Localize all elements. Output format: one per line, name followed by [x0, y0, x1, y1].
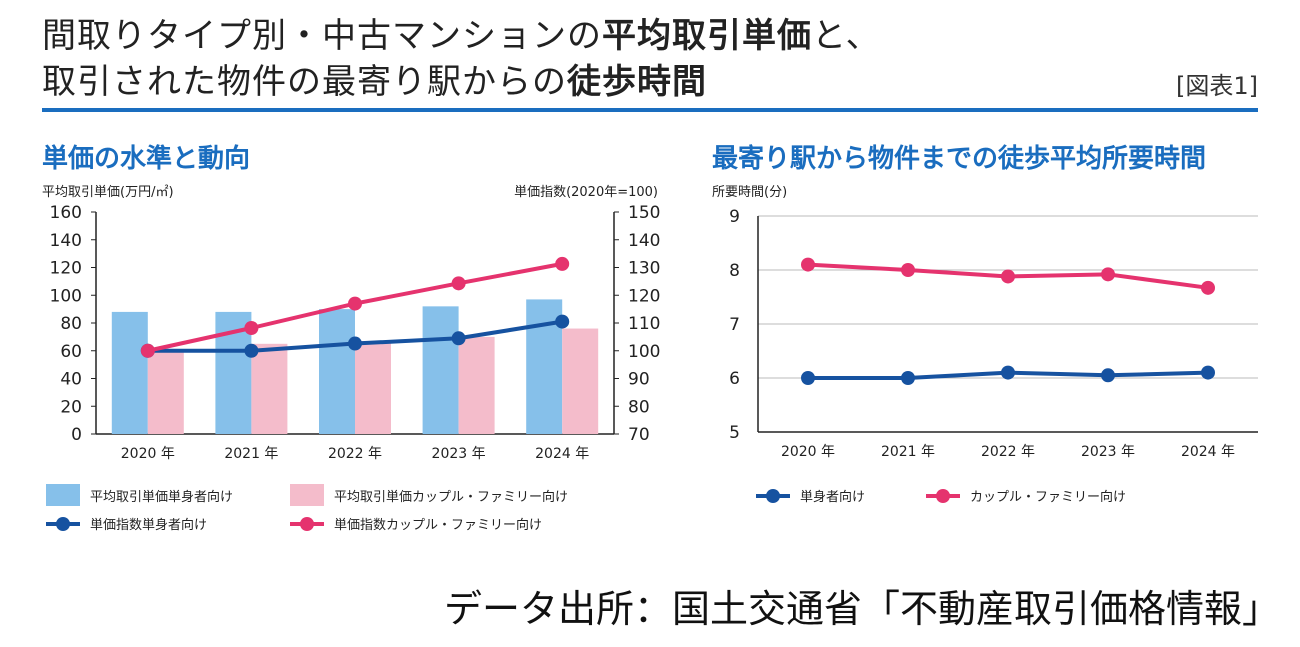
- left-y2-tick-label: 70: [628, 425, 650, 445]
- left-y2-tick-label: 80: [628, 397, 650, 417]
- bar-family: [251, 343, 288, 434]
- left-y2-tick-label: 140: [628, 231, 660, 251]
- legend-line-family-marker: [300, 517, 314, 531]
- legend-bar-family-label: 平均取引単価カップル・ファミリー向け: [334, 489, 568, 505]
- left-y-tick-label: 0: [71, 425, 82, 445]
- bar-single: [319, 309, 355, 434]
- left-y2-axis-title: 単価指数(2020年=100): [514, 184, 658, 200]
- right-x-tick-label: 2024 年: [1181, 444, 1235, 460]
- title-divider: [42, 108, 1258, 112]
- left-x-tick-label: 2021 年: [224, 446, 278, 462]
- point-walk-single: [1201, 365, 1215, 380]
- point-index-family: [348, 296, 362, 311]
- legend-walk-family-marker: [936, 489, 950, 503]
- point-index-family: [140, 343, 155, 358]
- left-y-tick-label: 140: [50, 231, 82, 251]
- legend-bar-family-swatch: [290, 484, 324, 506]
- left-x-tick-label: 2022 年: [328, 446, 382, 462]
- right-x-tick-label: 2022 年: [981, 444, 1035, 460]
- legend-bar-single-swatch: [46, 484, 80, 506]
- page-title-line-1: 間取りタイプ別・中古マンションの平均取引単価と、: [42, 16, 881, 56]
- point-index-family: [555, 256, 570, 271]
- legend-walk-single-marker: [766, 489, 780, 503]
- left-y2-tick-label: 90: [628, 370, 650, 390]
- point-walk-single: [1001, 365, 1015, 380]
- point-walk-family: [1001, 269, 1015, 284]
- left-y2-tick-label: 150: [628, 203, 660, 223]
- left-y-tick-label: 100: [50, 286, 82, 306]
- bar-single: [422, 306, 459, 434]
- legend-bar-single-label: 平均取引単価単身者向け: [90, 489, 233, 505]
- left-x-tick-label: 2024 年: [535, 446, 589, 462]
- right-y-tick-label: 9: [729, 207, 740, 227]
- point-index-single: [348, 336, 362, 351]
- left-y-tick-label: 40: [60, 370, 82, 390]
- legend-line-single-marker: [56, 517, 70, 531]
- left-y2-tick-label: 100: [628, 342, 660, 362]
- legend-line-family-label: 単価指数カップル・ファミリー向け: [334, 517, 542, 533]
- left-x-tick-label: 2020 年: [121, 446, 175, 462]
- right-chart-title: 最寄り駅から物件までの徒歩平均所要時間: [712, 144, 1207, 174]
- legend-line-single-label: 単価指数単身者向け: [90, 517, 207, 533]
- point-index-single: [451, 331, 466, 346]
- left-x-tick-label: 2023 年: [432, 446, 486, 462]
- point-walk-family: [901, 263, 915, 277]
- right-x-tick-label: 2021 年: [881, 444, 935, 460]
- point-index-family: [451, 276, 466, 291]
- right-y-tick-label: 5: [729, 423, 740, 443]
- legend-walk-single-label: 単身者向け: [800, 489, 865, 505]
- point-walk-single: [801, 371, 815, 385]
- point-index-single: [244, 343, 259, 358]
- left-y2-tick-label: 110: [628, 314, 660, 334]
- left-y-tick-label: 20: [60, 397, 82, 417]
- left-y-tick-label: 120: [50, 259, 82, 279]
- right-x-tick-label: 2023 年: [1081, 444, 1135, 460]
- source-note: データ出所：国土交通省「不動産取引価格情報」: [443, 587, 1280, 631]
- point-walk-family: [1201, 280, 1215, 295]
- bar-family: [562, 328, 599, 434]
- left-chart-title: 単価の水準と動向: [42, 144, 251, 174]
- point-walk-family: [801, 257, 815, 272]
- left-y-axis-title: 平均取引単価(万円/㎡): [42, 184, 174, 200]
- right-y-tick-label: 7: [729, 315, 740, 335]
- right-y-tick-label: 8: [729, 261, 740, 281]
- point-walk-single: [1101, 368, 1115, 383]
- point-walk-family: [1101, 267, 1115, 282]
- right-y-tick-label: 6: [729, 369, 740, 389]
- bar-family: [147, 349, 184, 434]
- page-title-line-2: 取引された物件の最寄り駅からの徒歩時間: [42, 62, 707, 102]
- left-y-tick-label: 80: [60, 314, 82, 334]
- point-index-single: [555, 314, 570, 329]
- legend-walk-family-label: カップル・ファミリー向け: [970, 489, 1126, 505]
- point-walk-single: [901, 371, 915, 385]
- bar-family: [355, 341, 391, 434]
- bar-single: [111, 311, 148, 434]
- figure-label: [図表1]: [1176, 72, 1258, 100]
- left-y2-tick-label: 120: [628, 286, 660, 306]
- right-x-tick-label: 2020 年: [781, 444, 835, 460]
- left-y-tick-label: 60: [60, 342, 82, 362]
- left-y-tick-label: 160: [50, 203, 82, 223]
- right-y-axis-title: 所要時間(分): [712, 185, 787, 200]
- bar-family: [458, 336, 495, 434]
- left-y2-tick-label: 130: [628, 259, 660, 279]
- point-index-family: [244, 320, 259, 335]
